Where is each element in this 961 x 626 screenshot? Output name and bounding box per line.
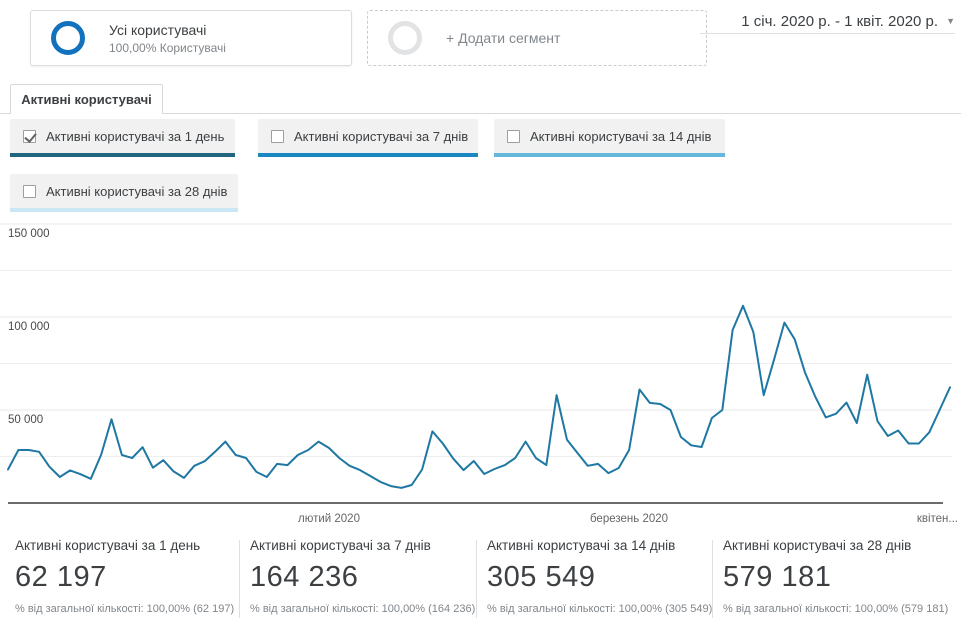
checkbox-7-days[interactable] — [271, 129, 284, 143]
metric-subtitle: % від загальної кількості: 100,00% (305 … — [487, 603, 713, 615]
metric-title: Активні користувачі за 28 днів — [723, 538, 912, 553]
checkbox-28-days[interactable] — [23, 184, 36, 198]
metric-title: Активні користувачі за 1 день — [15, 538, 201, 553]
series-color-bar — [258, 153, 478, 157]
metric-subtitle: % від загальної кількості: 100,00% (62 1… — [15, 603, 235, 615]
x-axis-tick-april: квітен... — [917, 513, 958, 525]
metric-subtitle: % від загальної кількості: 100,00% (579 … — [723, 603, 949, 615]
date-range-underline — [700, 33, 955, 34]
metric-value: 164 236 — [250, 561, 359, 593]
segment-ring-icon — [51, 21, 85, 55]
daily-active-users-series-line — [7, 304, 951, 489]
metric-card-14-days: Активні користувачі за 14 днів 305 549 %… — [487, 538, 712, 615]
checkbox-1-day[interactable] — [23, 129, 36, 143]
toggle-label: Активні користувачі за 1 день — [46, 128, 225, 144]
add-segment-button[interactable]: + Додати сегмент — [367, 10, 707, 66]
segment-card-all-users[interactable]: Усі користувачі 100,00% Користувачі — [30, 10, 352, 66]
tab-bottom-rule — [0, 113, 961, 114]
tab-label: Активні користувачі — [21, 92, 152, 107]
tab-active-users[interactable]: Активні користувачі — [10, 84, 163, 114]
date-range-selector[interactable]: 1 січ. 2020 р. - 1 квіт. 2020 р. ▼ — [705, 8, 955, 34]
metric-value: 62 197 — [15, 561, 107, 593]
toggle-active-users-1-day[interactable]: Активні користувачі за 1 день — [10, 119, 235, 157]
checkbox-14-days[interactable] — [507, 129, 520, 143]
metric-divider — [239, 540, 240, 618]
metric-value: 579 181 — [723, 561, 832, 593]
series-color-bar — [10, 208, 238, 212]
x-axis-tick-march: березень 2020 — [590, 513, 668, 525]
chevron-down-icon: ▼ — [946, 16, 955, 26]
metric-title: Активні користувачі за 14 днів — [487, 538, 676, 553]
toggle-active-users-7-days[interactable]: Активні користувачі за 7 днів — [258, 119, 478, 157]
metric-divider — [476, 540, 477, 618]
x-axis-tick-february: лютий 2020 — [298, 513, 360, 525]
series-color-bar — [10, 153, 235, 157]
metric-title: Активні користувачі за 7 днів — [250, 538, 431, 553]
toggle-label: Активні користувачі за 7 днів — [294, 128, 469, 144]
segment-title: Усі користувачі — [109, 21, 207, 38]
metric-card-1-day: Активні користувачі за 1 день 62 197 % в… — [15, 538, 234, 615]
y-axis-tick-100000: 100 000 — [8, 321, 50, 333]
date-range-text: 1 січ. 2020 р. - 1 квіт. 2020 р. — [741, 12, 939, 30]
metric-card-28-days: Активні користувачі за 28 днів 579 181 %… — [723, 538, 948, 615]
toggle-active-users-28-days[interactable]: Активні користувачі за 28 днів — [10, 174, 238, 212]
metric-value: 305 549 — [487, 561, 596, 593]
y-axis-tick-150000: 150 000 — [8, 228, 50, 240]
active-users-line-chart: 150 000 100 000 50 000 лютий 2020 березе… — [0, 223, 958, 525]
toggle-label: Активні користувачі за 28 днів — [46, 183, 228, 199]
y-axis-tick-50000: 50 000 — [8, 414, 43, 426]
toggle-label: Активні користувачі за 14 днів — [530, 128, 712, 144]
series-color-bar — [494, 153, 725, 157]
segment-subtitle: 100,00% Користувачі — [109, 40, 226, 55]
toggle-active-users-14-days[interactable]: Активні користувачі за 14 днів — [494, 119, 725, 157]
metric-card-7-days: Активні користувачі за 7 днів 164 236 % … — [250, 538, 475, 615]
add-segment-label: + Додати сегмент — [446, 30, 561, 46]
empty-segment-ring-icon — [388, 21, 422, 55]
metric-divider — [712, 540, 713, 618]
metric-subtitle: % від загальної кількості: 100,00% (164 … — [250, 603, 476, 615]
